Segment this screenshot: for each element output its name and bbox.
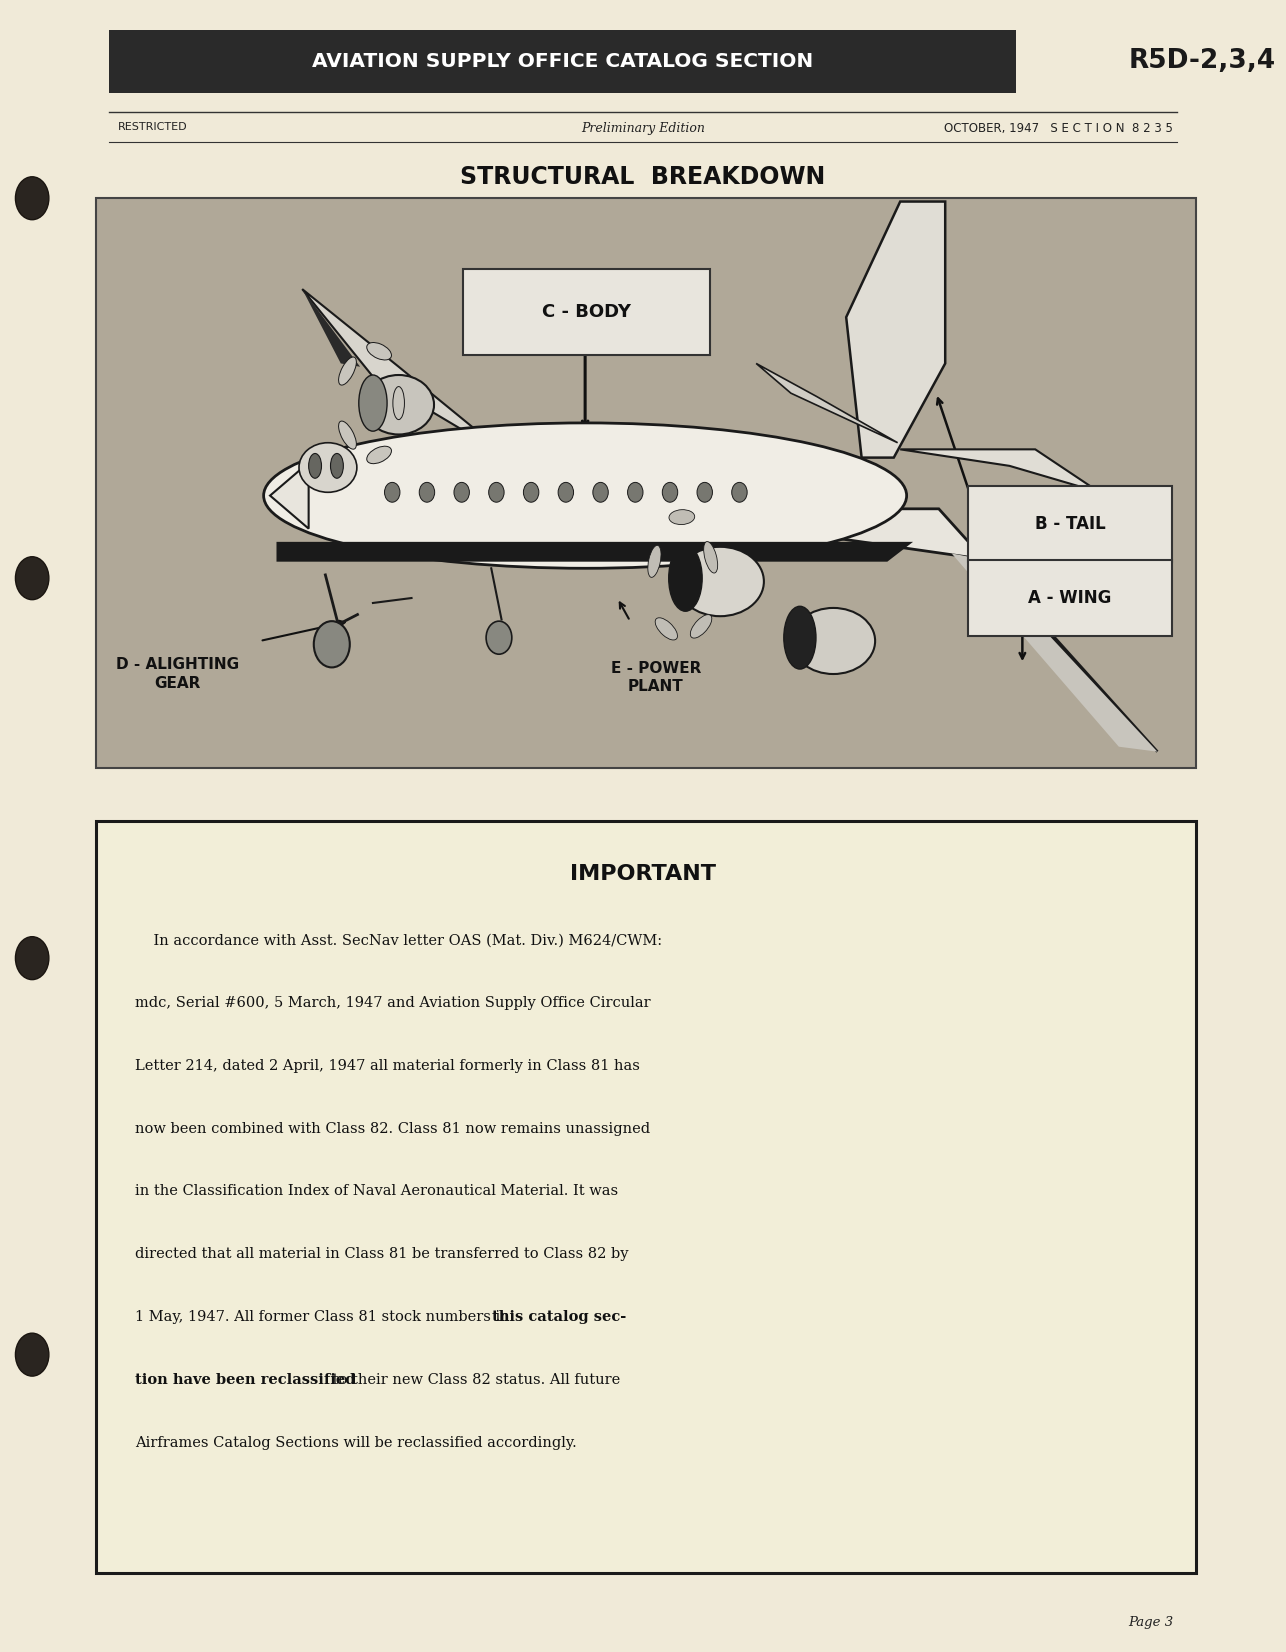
- Text: directed that all material in Class 81 be transferred to Class 82 by: directed that all material in Class 81 b…: [135, 1247, 629, 1260]
- Ellipse shape: [792, 608, 874, 674]
- Text: In accordance with Asst. SecNav letter OAS (Mat. Div.) M624/CWM:: In accordance with Asst. SecNav letter O…: [135, 933, 662, 947]
- Text: STRUCTURAL  BREAKDOWN: STRUCTURAL BREAKDOWN: [460, 165, 826, 188]
- Ellipse shape: [367, 446, 391, 464]
- Text: OCTOBER, 1947   S E C T I O N  8 2 3 5: OCTOBER, 1947 S E C T I O N 8 2 3 5: [944, 122, 1173, 135]
- Ellipse shape: [367, 342, 391, 360]
- FancyBboxPatch shape: [463, 269, 710, 355]
- Circle shape: [558, 482, 574, 502]
- Ellipse shape: [338, 357, 356, 385]
- Polygon shape: [846, 202, 945, 458]
- Polygon shape: [756, 363, 898, 443]
- Text: to their new Class 82 status. All future: to their new Class 82 status. All future: [328, 1373, 620, 1386]
- Circle shape: [385, 482, 400, 502]
- Ellipse shape: [669, 510, 694, 525]
- Ellipse shape: [359, 375, 387, 431]
- Circle shape: [15, 1333, 49, 1376]
- Circle shape: [454, 482, 469, 502]
- Circle shape: [732, 482, 747, 502]
- Circle shape: [419, 482, 435, 502]
- Text: Airframes Catalog Sections will be reclassified accordingly.: Airframes Catalog Sections will be recla…: [135, 1436, 577, 1449]
- Polygon shape: [302, 289, 360, 367]
- Circle shape: [489, 482, 504, 502]
- Ellipse shape: [655, 618, 678, 639]
- Polygon shape: [900, 449, 1100, 492]
- Text: B - TAIL: B - TAIL: [1034, 515, 1106, 532]
- Circle shape: [628, 482, 643, 502]
- Bar: [96, 821, 1196, 1573]
- Ellipse shape: [298, 443, 358, 492]
- Text: Letter 214, dated 2 April, 1947 all material formerly in Class 81 has: Letter 214, dated 2 April, 1947 all mate…: [135, 1059, 640, 1072]
- Circle shape: [314, 621, 350, 667]
- FancyBboxPatch shape: [968, 486, 1172, 562]
- Polygon shape: [630, 509, 1157, 752]
- Circle shape: [15, 937, 49, 980]
- Circle shape: [662, 482, 678, 502]
- Circle shape: [15, 557, 49, 600]
- Ellipse shape: [691, 615, 712, 638]
- Text: E - POWER
PLANT: E - POWER PLANT: [611, 661, 701, 694]
- Circle shape: [697, 482, 712, 502]
- Ellipse shape: [784, 606, 817, 669]
- Text: A - WING: A - WING: [1029, 590, 1111, 606]
- Text: mdc, Serial #600, 5 March, 1947 and Aviation Supply Office Circular: mdc, Serial #600, 5 March, 1947 and Avia…: [135, 996, 651, 1009]
- Text: RESTRICTED: RESTRICTED: [118, 122, 188, 132]
- Polygon shape: [276, 542, 913, 562]
- Text: D - ALIGHTING
GEAR: D - ALIGHTING GEAR: [116, 657, 239, 691]
- Text: 1 May, 1947. All former Class 81 stock numbers in: 1 May, 1947. All former Class 81 stock n…: [135, 1310, 514, 1323]
- Ellipse shape: [394, 387, 404, 420]
- Polygon shape: [302, 289, 540, 482]
- Bar: [109, 30, 1016, 93]
- Polygon shape: [952, 553, 1157, 752]
- Circle shape: [523, 482, 539, 502]
- Ellipse shape: [309, 453, 322, 479]
- Ellipse shape: [676, 547, 764, 616]
- Ellipse shape: [364, 375, 435, 434]
- Text: Page 3: Page 3: [1128, 1616, 1173, 1629]
- Text: in the Classification Index of Naval Aeronautical Material. It was: in the Classification Index of Naval Aer…: [135, 1184, 619, 1198]
- Circle shape: [593, 482, 608, 502]
- FancyBboxPatch shape: [968, 560, 1172, 636]
- Text: C - BODY: C - BODY: [541, 304, 631, 320]
- Text: Preliminary Edition: Preliminary Edition: [581, 122, 705, 135]
- Text: R5D-2,3,4: R5D-2,3,4: [1129, 48, 1276, 74]
- Circle shape: [486, 621, 512, 654]
- Ellipse shape: [648, 545, 661, 577]
- Ellipse shape: [703, 542, 718, 573]
- Text: tion have been reclassified: tion have been reclassified: [135, 1373, 355, 1386]
- Ellipse shape: [331, 453, 343, 479]
- Bar: [96, 198, 1196, 768]
- Text: IMPORTANT: IMPORTANT: [570, 864, 716, 884]
- Polygon shape: [270, 463, 309, 529]
- Ellipse shape: [264, 423, 907, 568]
- Ellipse shape: [338, 421, 356, 449]
- Text: AVIATION SUPPLY OFFICE CATALOG SECTION: AVIATION SUPPLY OFFICE CATALOG SECTION: [312, 51, 813, 71]
- Text: now been combined with Class 82. Class 81 now remains unassigned: now been combined with Class 82. Class 8…: [135, 1122, 651, 1135]
- Text: this catalog sec-: this catalog sec-: [491, 1310, 626, 1323]
- Circle shape: [15, 177, 49, 220]
- Ellipse shape: [669, 545, 702, 611]
